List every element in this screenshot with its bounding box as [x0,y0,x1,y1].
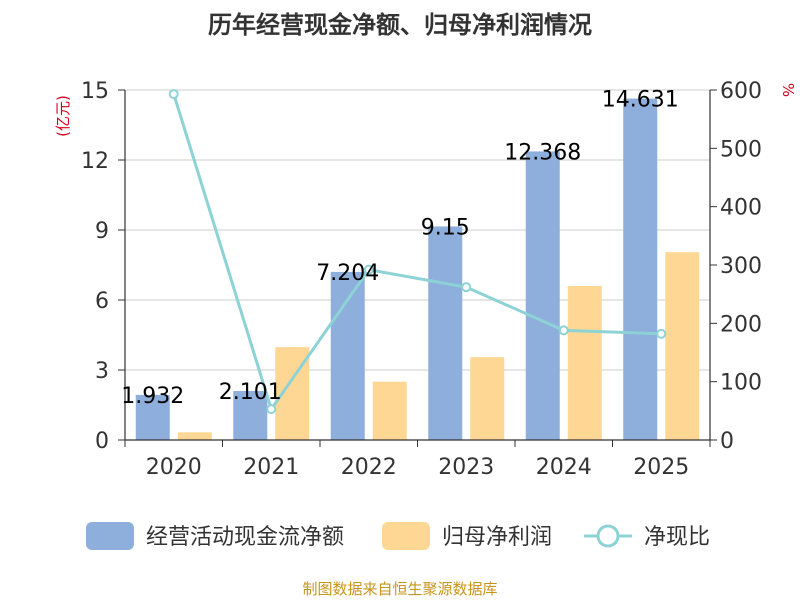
legend-swatch-bar1 [86,522,134,550]
bar-2[interactable] [177,432,212,440]
y-right-label: % [779,83,797,97]
x-tick-label: 2021 [243,455,299,480]
legend-item-line[interactable]: 净现比 [584,524,710,550]
line-point[interactable] [656,328,667,339]
bar-data-label: 14.631 [602,88,679,113]
bar-2[interactable] [665,252,700,440]
x-tick-label: 2024 [536,455,592,480]
y-left-tick-label: 3 [95,359,109,384]
y-right-ticks: 0 100 200 300 400 500 600 [710,79,762,454]
data-labels: 1.932 2.101 7.204 9.15 12.368 14.631 [121,88,678,409]
x-tick-label: 2025 [633,455,689,480]
x-tick-label: 2022 [341,455,397,480]
line-point[interactable] [558,325,569,336]
y-right-tick-label: 100 [720,371,762,396]
y-left-ticks: 0 3 6 9 12 15 [81,79,125,454]
bar-data-label: 2.101 [219,380,282,405]
bar-2[interactable] [372,381,407,440]
x-tick-label: 2023 [438,455,494,480]
legend-item-bar1[interactable]: 经营活动现金流净额 [86,522,344,550]
bar-1[interactable] [135,394,170,440]
bar-data-label: 12.368 [504,140,581,165]
bar-1[interactable] [428,226,463,441]
y-left-tick-label: 15 [81,79,109,104]
line-series [168,89,667,415]
y-right-tick-label: 0 [720,429,734,454]
y-right-tick-label: 600 [720,79,762,104]
bar-1[interactable] [525,151,560,440]
chart-title: 历年经营现金净额、归母净利润情况 [208,11,592,39]
bar-data-label: 7.204 [316,261,379,286]
bars [135,98,700,441]
y-left-tick-label: 12 [81,149,109,174]
y-left-label: (亿元) [54,95,72,137]
x-tick-label: 2020 [146,455,202,480]
legend: 经营活动现金流净额 归母净利润 净现比 [86,522,710,550]
y-left-tick-label: 9 [95,219,109,244]
x-tick-labels: 2020 2021 2022 2023 2024 2025 [146,455,690,480]
line-path [172,93,662,413]
bar-2[interactable] [470,357,505,440]
legend-item-bar2[interactable]: 归母净利润 [382,522,552,550]
source-note: 制图数据来自恒生聚源数据库 [302,580,497,598]
legend-swatch-bar2 [382,522,430,550]
bar-1[interactable] [623,98,658,441]
grid [125,89,710,371]
line-point[interactable] [461,282,472,293]
legend-label-bar1: 经营活动现金流净额 [146,525,344,550]
line-point[interactable] [363,264,374,275]
bar-data-label: 9.15 [421,216,470,241]
line-point[interactable] [266,404,277,415]
y-right-tick-label: 300 [720,254,762,279]
y-right-tick-label: 400 [720,196,762,221]
legend-marker-icon [596,524,620,548]
y-left-tick-label: 0 [95,429,109,454]
bar-data-label: 1.932 [121,384,184,409]
y-right-tick-label: 200 [720,312,762,337]
legend-label-line: 净现比 [644,525,710,550]
axes [124,90,711,447]
y-left-tick-label: 6 [95,289,109,314]
y-right-tick-label: 500 [720,137,762,162]
legend-label-bar2: 归母净利润 [442,525,552,550]
bar-2[interactable] [567,286,602,440]
bar-1[interactable] [233,390,268,440]
line-point[interactable] [168,89,179,100]
